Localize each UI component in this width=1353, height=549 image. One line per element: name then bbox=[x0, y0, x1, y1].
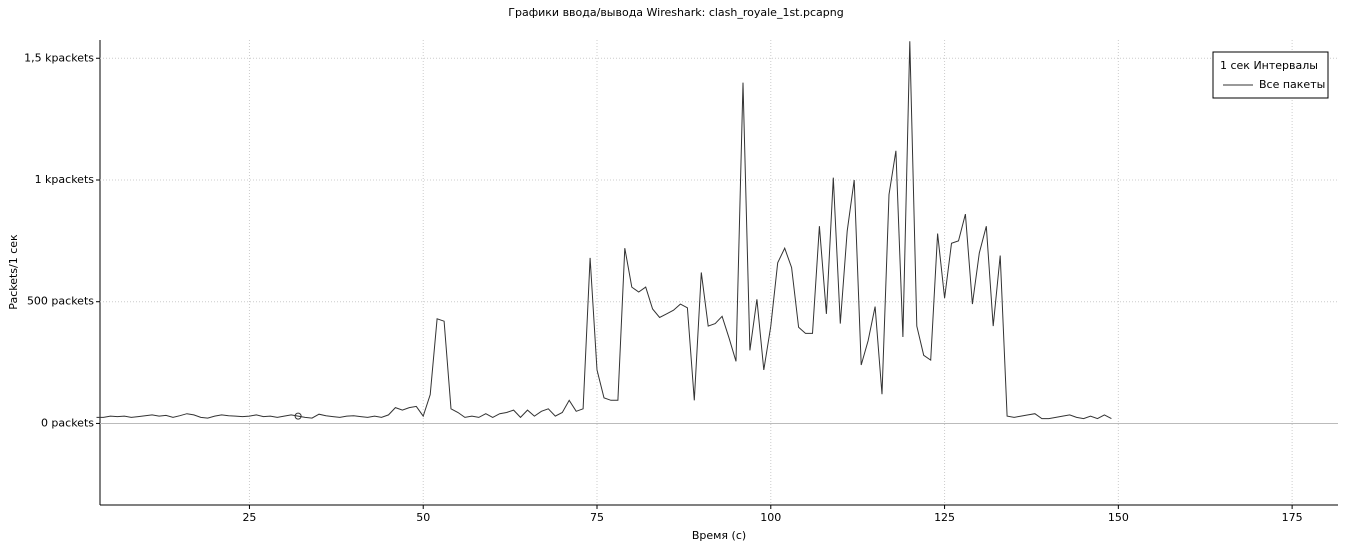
x-tick-label: 75 bbox=[590, 511, 604, 524]
x-axis-label: Время (с) bbox=[692, 529, 746, 542]
y-tick-label: 0 packets bbox=[41, 416, 94, 429]
x-tick-label: 100 bbox=[760, 511, 781, 524]
y-tick-label: 1 kpackets bbox=[35, 173, 95, 186]
legend-label: Все пакеты bbox=[1259, 78, 1325, 91]
chart-title: Графики ввода/вывода Wireshark: clash_ro… bbox=[508, 6, 843, 19]
legend-title: 1 сек Интервалы bbox=[1220, 59, 1318, 72]
point-marker bbox=[294, 412, 302, 420]
x-tick-label: 25 bbox=[242, 511, 256, 524]
legend-box bbox=[1212, 51, 1329, 99]
x-tick-label: 150 bbox=[1108, 511, 1129, 524]
y-tick-label: 500 packets bbox=[27, 295, 94, 308]
x-tick-label: 125 bbox=[934, 511, 955, 524]
y-axis-label: Packets/1 сек bbox=[7, 234, 20, 310]
x-tick-label: 50 bbox=[416, 511, 430, 524]
x-tick-label: 175 bbox=[1282, 511, 1303, 524]
series-line bbox=[96, 41, 1112, 420]
y-tick-label: 1,5 kpackets bbox=[24, 51, 94, 64]
